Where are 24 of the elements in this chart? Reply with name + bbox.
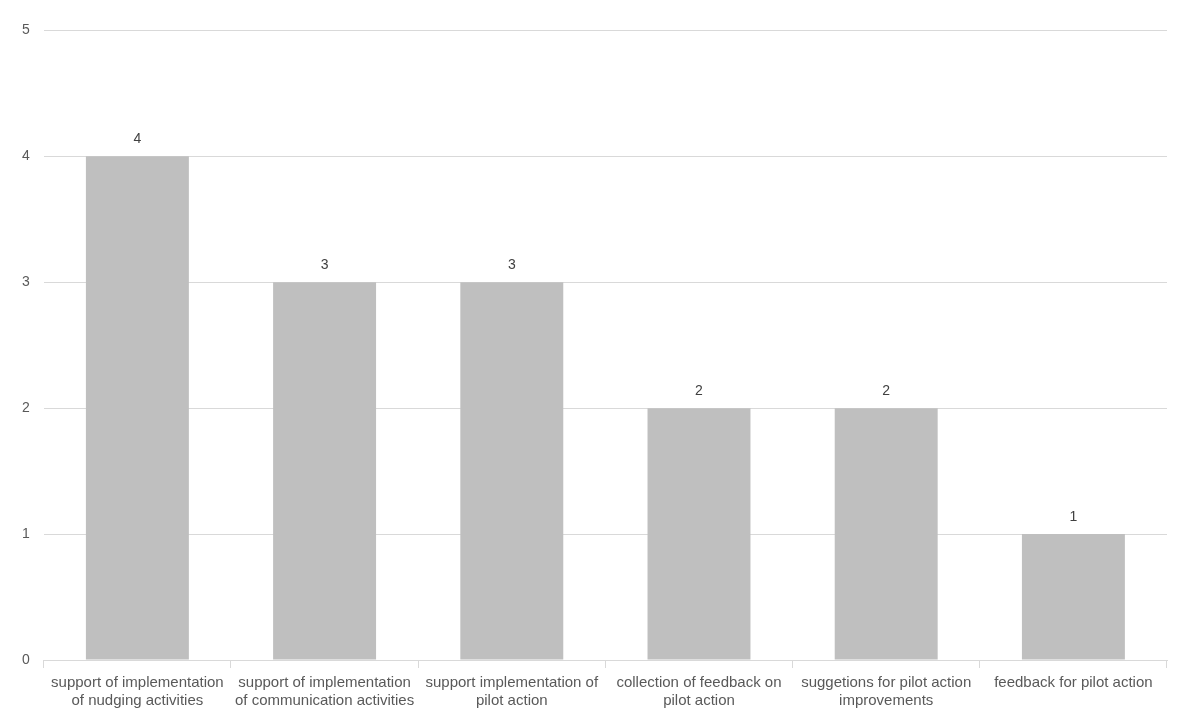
x-tick-label: feedback for pilot action	[994, 673, 1153, 691]
data-label: 1	[1069, 507, 1078, 524]
bar	[85, 156, 189, 660]
bar	[460, 282, 564, 660]
data-label: 2	[882, 382, 891, 399]
x-tick-label: support of implementation of nudging activities	[51, 673, 224, 709]
y-tick-label: 4	[21, 147, 30, 164]
bar	[647, 408, 751, 660]
data-label: 3	[320, 256, 329, 273]
x-tick-label: support implementation of pilot action	[425, 673, 599, 709]
bar	[834, 408, 938, 660]
data-label: 3	[507, 256, 516, 273]
x-tick-label: suggetions for pilot action improvements	[801, 673, 972, 709]
x-tick-label: support of implementation of communication activities	[234, 673, 415, 709]
data-label: 2	[695, 382, 704, 399]
bar	[273, 282, 377, 660]
y-tick-label: 2	[21, 399, 30, 416]
bar	[1021, 534, 1125, 660]
y-tick-label: 0	[21, 650, 30, 667]
y-tick-label: 3	[21, 273, 30, 290]
y-tick-label: 1	[21, 524, 30, 541]
x-tick-label: collection of feedback on pilot action	[616, 673, 782, 709]
data-label: 4	[133, 130, 142, 147]
y-tick-label: 5	[21, 21, 30, 38]
